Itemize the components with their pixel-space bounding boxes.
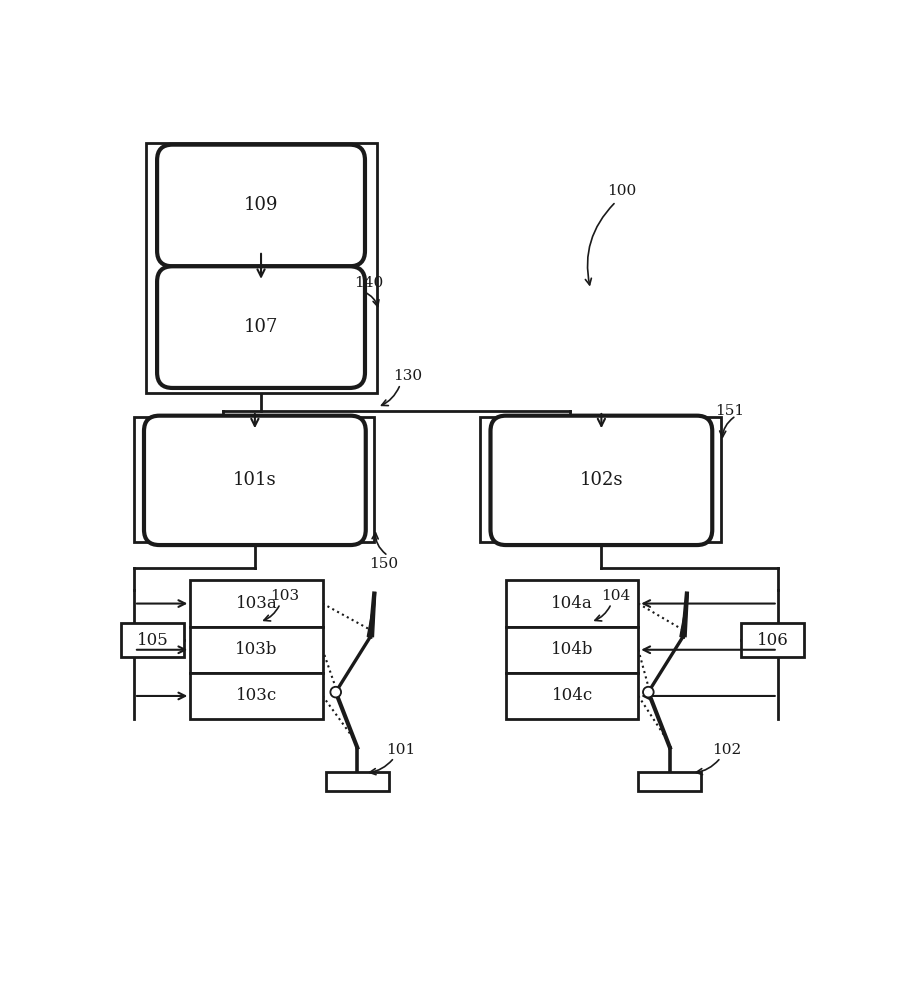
FancyBboxPatch shape — [157, 145, 365, 266]
Text: 104: 104 — [601, 589, 631, 603]
Text: 104c: 104c — [552, 687, 593, 704]
Bar — [146, 143, 377, 393]
Text: 105: 105 — [137, 632, 168, 649]
Bar — [741, 623, 804, 657]
Bar — [121, 623, 184, 657]
Bar — [190, 580, 322, 627]
Text: 106: 106 — [756, 632, 789, 649]
Circle shape — [332, 688, 340, 696]
Circle shape — [644, 688, 652, 696]
Text: 101s: 101s — [233, 471, 276, 489]
Text: 100: 100 — [607, 184, 636, 198]
Text: 101: 101 — [386, 743, 415, 757]
Text: 109: 109 — [244, 196, 278, 214]
Bar — [506, 627, 638, 673]
Text: 102: 102 — [712, 743, 742, 757]
Bar — [190, 627, 322, 673]
Text: 102s: 102s — [579, 471, 623, 489]
Bar — [506, 673, 638, 719]
FancyBboxPatch shape — [144, 416, 365, 545]
Polygon shape — [680, 592, 688, 637]
Text: 104b: 104b — [551, 641, 593, 658]
FancyBboxPatch shape — [490, 416, 712, 545]
Text: 151: 151 — [715, 404, 744, 418]
Circle shape — [643, 687, 654, 698]
Bar — [638, 772, 701, 791]
Text: 103b: 103b — [235, 641, 277, 658]
Polygon shape — [367, 592, 375, 637]
Text: 103c: 103c — [236, 687, 277, 704]
Text: 130: 130 — [394, 369, 422, 383]
Bar — [326, 772, 389, 791]
Bar — [506, 580, 638, 627]
FancyBboxPatch shape — [157, 266, 365, 388]
Text: 103: 103 — [270, 589, 299, 603]
Text: 140: 140 — [354, 276, 384, 290]
Text: 103a: 103a — [236, 595, 277, 612]
Bar — [190, 673, 322, 719]
Text: 150: 150 — [369, 557, 398, 571]
Bar — [134, 417, 375, 542]
Text: 104a: 104a — [551, 595, 593, 612]
Bar — [480, 417, 721, 542]
Circle shape — [330, 687, 341, 698]
Text: 107: 107 — [244, 318, 278, 336]
